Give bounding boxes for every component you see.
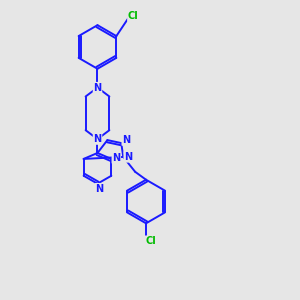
Text: Cl: Cl [128, 11, 139, 21]
Text: N: N [95, 184, 104, 194]
Text: Cl: Cl [146, 236, 156, 246]
Text: N: N [122, 135, 130, 145]
Text: N: N [124, 152, 132, 162]
Text: N: N [112, 153, 120, 163]
Text: N: N [93, 134, 102, 144]
Text: N: N [93, 82, 102, 93]
